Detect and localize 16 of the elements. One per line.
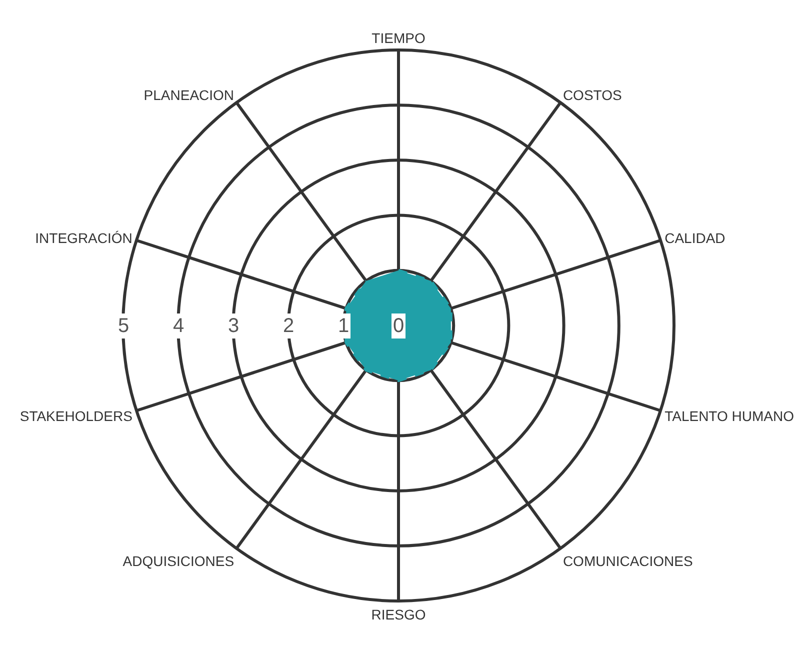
spoke-label: COMUNICACIONES <box>562 553 693 570</box>
spoke-label: RIESGO <box>371 606 426 622</box>
y-tick-label: 5 <box>118 315 130 337</box>
spoke-label: COSTOS <box>562 86 622 103</box>
spoke-label: STAKEHOLDERS <box>20 408 132 424</box>
y-tick-label: 3 <box>228 315 240 337</box>
spoke-label: INTEGRACIÓN <box>35 230 132 246</box>
spoke-label: ADQUISICIONES <box>122 553 234 570</box>
y-tick-label: 1 <box>338 315 350 337</box>
spoke-label: TALENTO HUMANO <box>664 408 794 424</box>
y-tick-label: 0 <box>393 315 404 337</box>
spoke-label: PLANEACION <box>144 86 234 103</box>
y-tick-label: 4 <box>173 315 184 337</box>
spoke-label: CALIDAD <box>664 230 726 246</box>
spoke-label: TIEMPO <box>372 30 426 46</box>
y-tick-label: 2 <box>283 315 294 337</box>
